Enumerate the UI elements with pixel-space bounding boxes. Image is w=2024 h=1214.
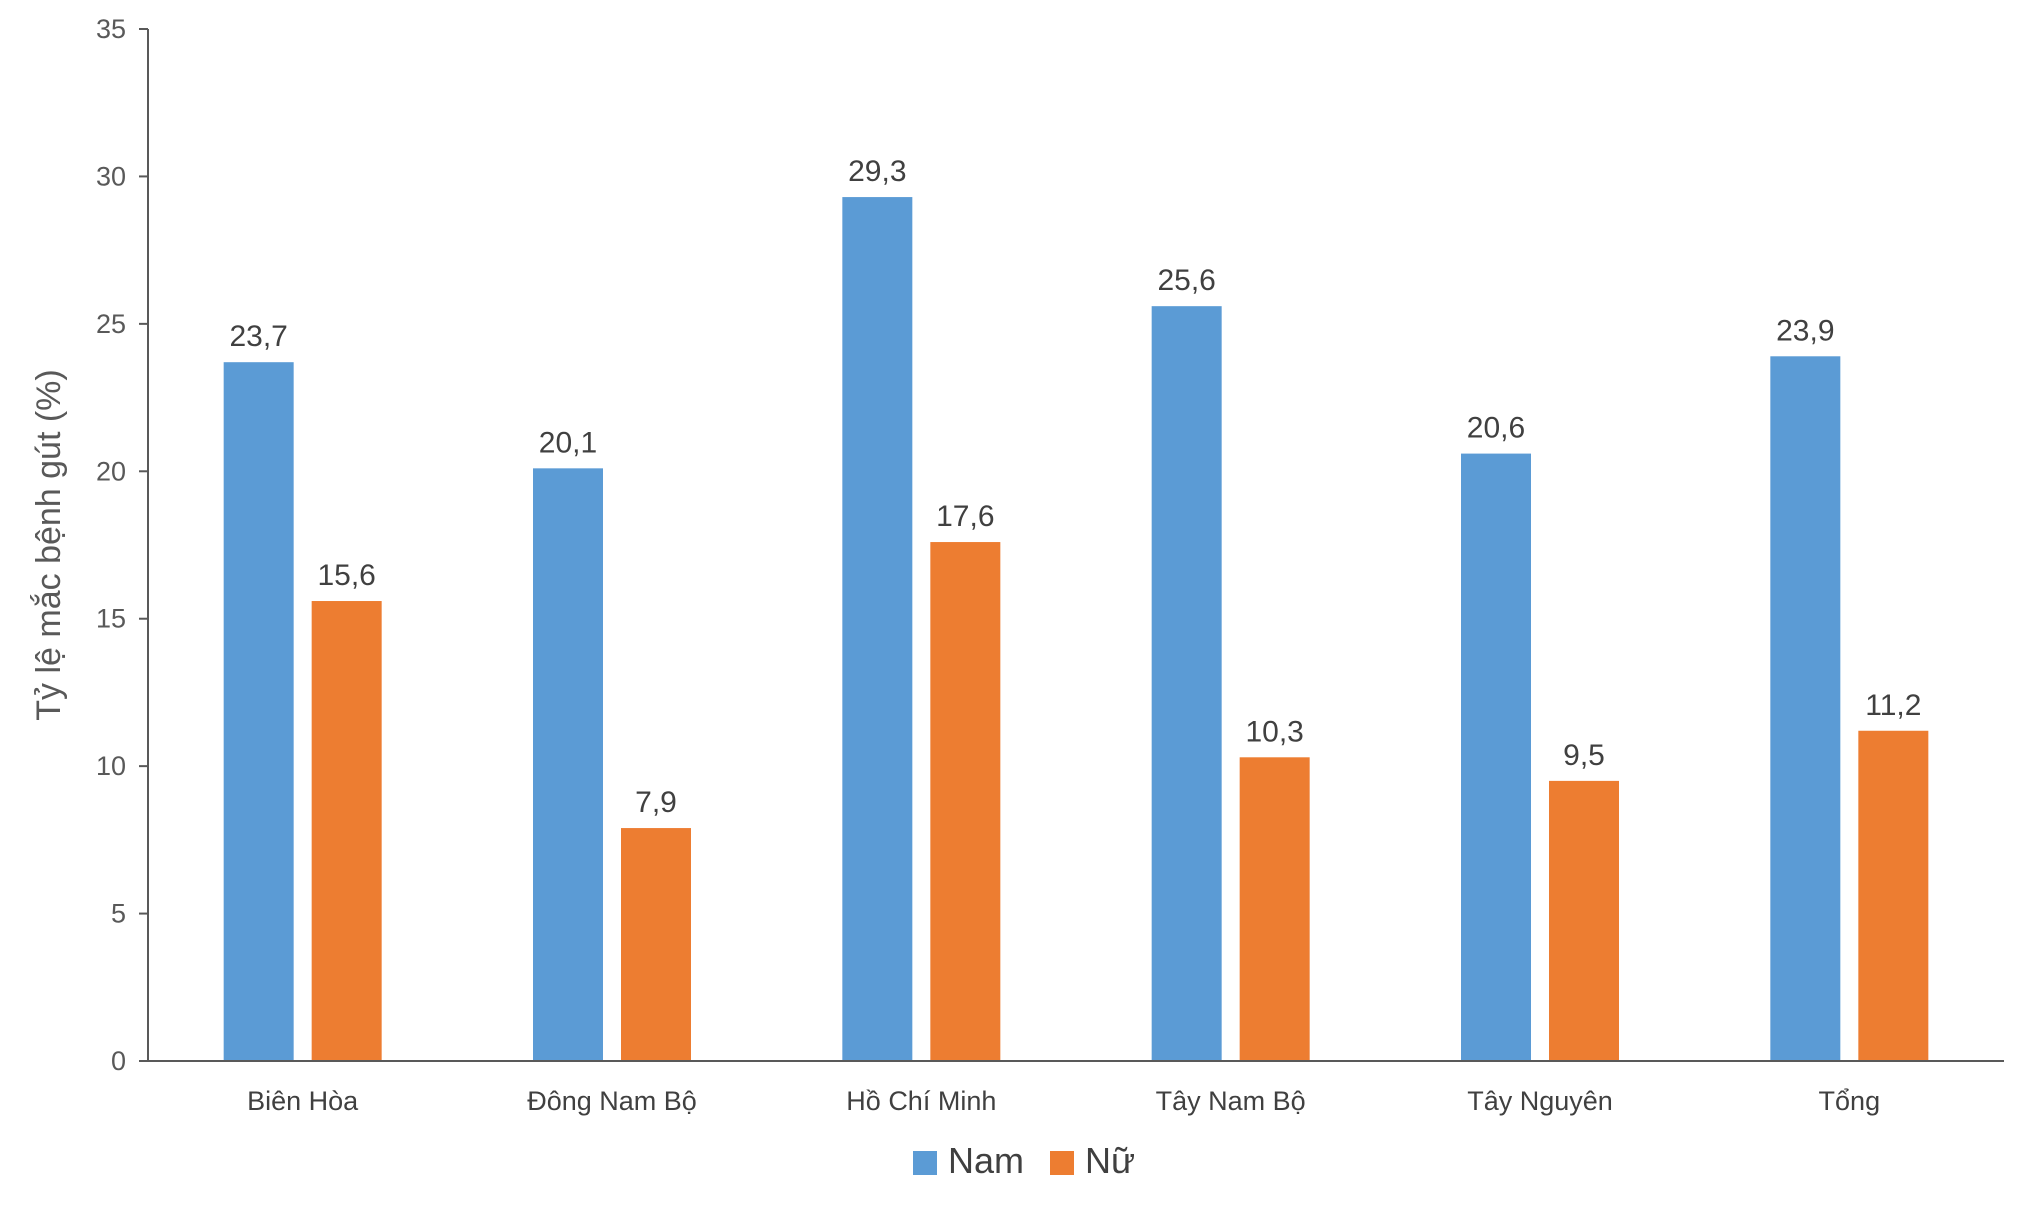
x-category-label: Tổng [1819, 1086, 1881, 1116]
legend: Nam Nữ [913, 1140, 1135, 1181]
x-category-label: Tây Nguyên [1467, 1086, 1613, 1116]
bar-nam [533, 468, 603, 1061]
data-label: 20,1 [539, 426, 597, 459]
data-label: 23,9 [1776, 314, 1834, 347]
axes [147, 29, 2004, 1062]
bar-nam [842, 197, 913, 1061]
data-label: 10,3 [1245, 715, 1303, 748]
x-category-label: Biên Hòa [247, 1086, 359, 1116]
y-tick-label: 25 [96, 309, 126, 339]
data-label: 29,3 [848, 155, 906, 188]
bar-nam [1461, 453, 1531, 1061]
y-tick-label: 5 [111, 899, 126, 929]
x-category-label: Đông Nam Bộ [527, 1086, 697, 1116]
data-label: 11,2 [1865, 689, 1921, 722]
y-axis-title: Tỷ lệ mắc bệnh gút (%) [30, 369, 68, 720]
data-labels: 23,7 15,6 20,1 7,9 29,3 17,6 25,6 10,3 20,6 9,5 23… [229, 155, 1921, 819]
data-label: 9,5 [1563, 739, 1605, 772]
data-label: 23,7 [229, 320, 287, 353]
bar-nu [1858, 730, 1929, 1061]
x-category-label: Hồ Chí Minh [846, 1086, 996, 1116]
bar-nam [223, 362, 294, 1061]
data-label: 25,6 [1157, 264, 1215, 297]
bar-nam [1151, 306, 1222, 1061]
y-tick-label: 10 [96, 751, 126, 781]
bar-nu [1239, 757, 1310, 1061]
legend-label-nu: Nữ [1085, 1140, 1135, 1181]
y-tick-label: 0 [111, 1046, 126, 1076]
bar-nu [311, 601, 382, 1061]
bars [223, 197, 1929, 1061]
legend-swatch-nam [913, 1151, 937, 1175]
x-category-label: Tây Nam Bộ [1156, 1086, 1306, 1116]
y-axis-ticks: 0 5 10 15 20 25 30 35 [96, 14, 148, 1076]
legend-label-nam: Nam [948, 1140, 1024, 1181]
y-tick-label: 15 [96, 604, 126, 634]
data-label: 15,6 [317, 559, 375, 592]
bar-nu [930, 542, 1001, 1061]
y-tick-label: 20 [96, 456, 126, 486]
bar-nam [1770, 356, 1841, 1061]
legend-swatch-nu [1050, 1151, 1074, 1175]
bar-nu [621, 828, 691, 1061]
data-label: 20,6 [1467, 412, 1525, 445]
category-labels: Biên Hòa Đông Nam Bộ Hồ Chí Minh Tây Nam Bộ… [247, 1086, 1880, 1116]
data-label: 17,6 [936, 500, 994, 533]
data-label: 7,9 [635, 786, 677, 819]
bar-nu [1549, 780, 1619, 1061]
y-tick-label: 30 [96, 161, 126, 191]
y-tick-label: 35 [96, 14, 126, 44]
